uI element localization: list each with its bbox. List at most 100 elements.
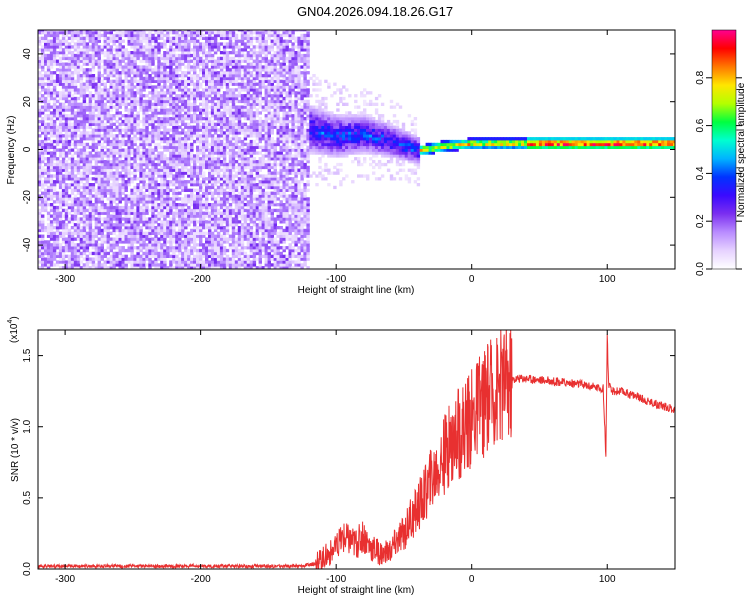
heatmap-cell (202, 162, 206, 167)
heatmap-cell (196, 197, 200, 201)
heatmap-cell (154, 188, 158, 192)
heatmap-cell (112, 142, 116, 147)
heatmap-cell (41, 157, 45, 161)
heatmap-cell (100, 145, 104, 149)
heatmap-cell (94, 31, 99, 35)
heatmap-cell (142, 240, 146, 244)
heatmap-cell (64, 203, 69, 207)
heatmap-cell (46, 31, 51, 35)
heatmap-cell (109, 117, 113, 121)
heatmap-cell (70, 53, 75, 58)
heatmap-cell (44, 228, 48, 233)
heatmap-cell (157, 246, 161, 250)
heatmap-cell (193, 48, 197, 52)
heatmap-cell (133, 134, 137, 138)
heatmap-cell (237, 59, 242, 63)
heatmap-cell (193, 203, 197, 207)
heatmap-cell (94, 82, 99, 86)
heatmap-cell (190, 68, 194, 72)
heatmap-cell (130, 203, 134, 207)
heatmap-cell (210, 208, 215, 213)
heatmap-cell (181, 203, 185, 207)
heatmap-cell (121, 94, 125, 98)
heatmap-cell (196, 254, 200, 258)
heatmap-cell (94, 171, 99, 175)
heatmap-cell (97, 160, 101, 164)
heatmap-cell (124, 85, 128, 89)
heatmap-cell (82, 114, 87, 118)
heatmap-cell (175, 248, 179, 253)
heatmap-cell (41, 151, 45, 155)
heatmap-cell (184, 33, 188, 38)
heatmap-cell (166, 85, 170, 89)
heatmap-cell (199, 243, 203, 247)
heatmap-cell (213, 105, 218, 109)
heatmap-cell (210, 240, 215, 244)
heatmap-cell (225, 105, 230, 109)
heatmap-cell (160, 74, 164, 78)
heatmap-cell (112, 137, 116, 141)
heatmap-cell (157, 145, 161, 149)
heatmap-cell (73, 88, 78, 92)
heatmap-cell (139, 263, 143, 267)
heatmap-cell (228, 168, 233, 172)
heatmap-cell (85, 214, 90, 218)
heatmap-cell (157, 85, 161, 89)
heatmap-cell (196, 105, 200, 109)
heatmap-cell (133, 36, 137, 40)
heatmap-cell (219, 134, 224, 138)
heatmap-cell (46, 194, 51, 198)
heatmap-cell (64, 74, 69, 78)
heatmap-cell (127, 226, 131, 230)
heatmap-cell (73, 160, 78, 164)
heatmap-cell (208, 148, 212, 152)
heatmap-cell (112, 191, 116, 195)
heatmap-cell (145, 94, 149, 98)
heatmap-cell (85, 200, 90, 204)
heatmap-cell (237, 105, 242, 109)
heatmap-cell (88, 188, 93, 192)
heatmap-cell (118, 125, 122, 129)
heatmap-cell (151, 122, 155, 126)
heatmap-cell (190, 79, 194, 83)
heatmap-cell (213, 251, 218, 256)
heatmap-cell (154, 254, 158, 258)
heatmap-cell (127, 30, 131, 32)
heatmap-cell (145, 183, 149, 187)
heatmap-cell (154, 65, 158, 69)
heatmap-cell (213, 183, 218, 187)
heatmap-cell (38, 71, 42, 75)
heatmap-cell (82, 191, 87, 195)
heatmap-cell (184, 234, 188, 238)
heatmap-cell (41, 228, 45, 233)
heatmap-cell (175, 33, 179, 38)
heatmap-cell (163, 145, 167, 149)
heatmap-cell (41, 105, 45, 109)
heatmap-cell (52, 85, 57, 89)
heatmap-cell (166, 203, 170, 207)
heatmap-cell (196, 122, 200, 126)
heatmap-cell (160, 171, 164, 175)
heatmap-cell (231, 82, 236, 86)
heatmap-cell (190, 145, 194, 149)
heatmap-cell (199, 194, 203, 198)
heatmap-cell (181, 31, 185, 35)
heatmap-cell (222, 220, 227, 224)
heatmap-cell (240, 131, 245, 135)
heatmap-cell (184, 263, 188, 267)
heatmap-cell (166, 48, 170, 52)
heatmap-cell (175, 240, 179, 244)
heatmap-cell (139, 162, 143, 167)
heatmap-cell (222, 180, 227, 184)
heatmap-cell (157, 226, 161, 230)
heatmap-cell (82, 39, 87, 43)
heatmap-cell (151, 165, 155, 170)
heatmap-cell (234, 203, 239, 207)
heatmap-cell (216, 194, 221, 198)
heatmap-cell (187, 82, 191, 86)
heatmap-cell (64, 45, 69, 49)
heatmap-cell (112, 174, 116, 178)
heatmap-cell (202, 122, 206, 126)
heatmap-cell (202, 117, 206, 121)
heatmap-cell (231, 42, 236, 46)
